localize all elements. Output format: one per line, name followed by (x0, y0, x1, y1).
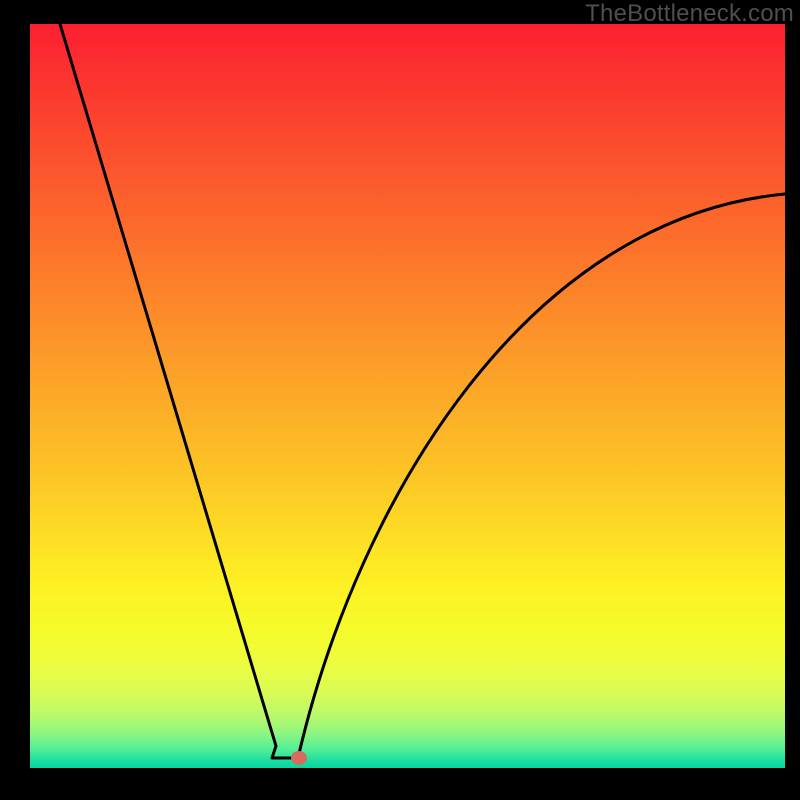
apex-marker (291, 751, 307, 765)
chart-svg (30, 24, 785, 768)
gradient-background (30, 24, 785, 768)
watermark-text: TheBottleneck.com (585, 0, 794, 28)
chart-frame: TheBottleneck.com (0, 0, 800, 800)
plot-area (30, 24, 785, 768)
